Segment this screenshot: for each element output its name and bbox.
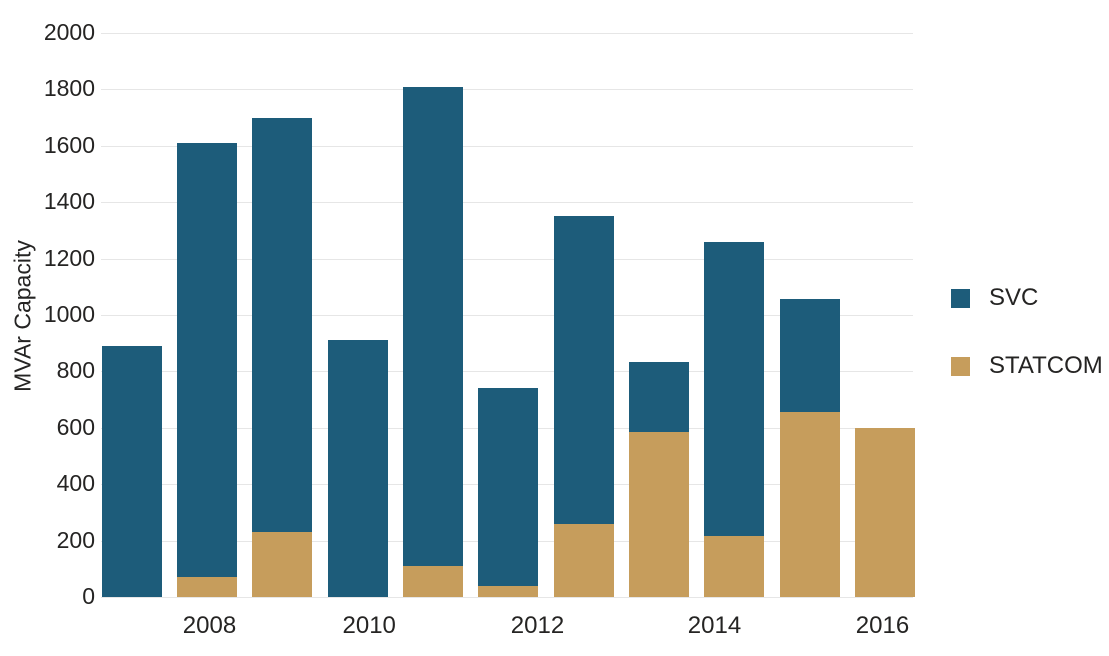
gridline — [101, 315, 913, 316]
y-tick-label: 1200 — [43, 244, 95, 271]
bar-segment-statcom[interactable] — [553, 523, 614, 597]
x-tick-label: 2008 — [182, 612, 237, 639]
x-tick-label: 2016 — [855, 612, 910, 639]
x-tick-label: 2012 — [510, 612, 565, 639]
bar-segment-statcom[interactable] — [177, 577, 238, 597]
bar-segment-svc[interactable] — [177, 142, 238, 578]
y-tick-label: 600 — [56, 413, 95, 440]
bar-segment-statcom[interactable] — [252, 532, 313, 597]
bar-segment-svc[interactable] — [252, 117, 313, 533]
y-tick-label: 2000 — [43, 18, 95, 45]
bar-segment-statcom[interactable] — [779, 412, 840, 597]
bar-segment-svc[interactable] — [403, 86, 464, 566]
x-tick-label: 2014 — [687, 612, 742, 639]
y-tick-label: 1400 — [43, 188, 95, 215]
y-tick-label: 0 — [82, 582, 95, 609]
legend-swatch — [951, 288, 970, 308]
legend-item-statcom[interactable]: STATCOM — [951, 352, 1103, 380]
gridline — [101, 33, 913, 34]
legend-label: STATCOM — [989, 352, 1103, 379]
y-tick-label: 400 — [56, 470, 95, 497]
bar-segment-svc[interactable] — [478, 388, 539, 586]
gridline — [101, 145, 913, 147]
bar-segment-svc[interactable] — [553, 216, 614, 524]
bar-segment-statcom[interactable] — [704, 536, 765, 597]
legend-item-svc[interactable]: SVC — [951, 284, 1038, 312]
y-tick-label: 200 — [56, 526, 95, 553]
x-tick-label: 2010 — [342, 612, 396, 639]
y-tick-label: 1600 — [43, 131, 95, 158]
legend-swatch — [951, 356, 970, 376]
bar-segment-statcom[interactable] — [478, 585, 539, 597]
gridline — [101, 597, 913, 598]
gridline — [101, 258, 913, 260]
gridline — [101, 89, 913, 91]
legend-label: SVC — [989, 284, 1039, 311]
y-tick-label: 1800 — [43, 75, 95, 102]
bar-segment-statcom[interactable] — [629, 432, 689, 597]
bar-segment-svc[interactable] — [704, 241, 765, 537]
bar-segment-svc[interactable] — [779, 299, 840, 413]
y-tick-label: 1000 — [43, 300, 95, 327]
gridline — [101, 202, 913, 204]
gridline — [101, 371, 913, 373]
bar-segment-statcom[interactable] — [855, 427, 915, 597]
bar-segment-svc[interactable] — [101, 346, 162, 597]
bar-segment-svc[interactable] — [629, 361, 689, 433]
bar-segment-svc[interactable] — [327, 340, 388, 597]
y-tick-label: 800 — [56, 357, 95, 384]
bar-segment-statcom[interactable] — [403, 565, 464, 597]
